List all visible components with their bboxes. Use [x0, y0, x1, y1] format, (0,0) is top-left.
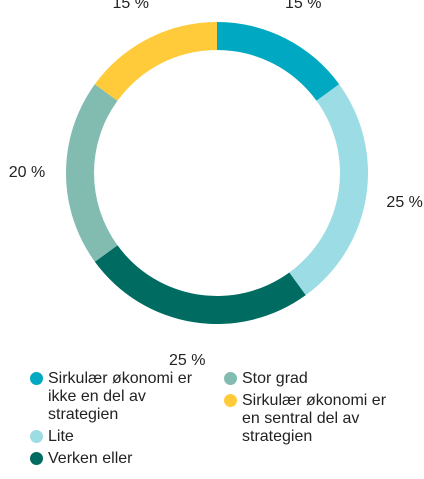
legend-item: Sirkulær økonomi er en sentral del av st…: [224, 392, 404, 446]
donut-segment: [289, 84, 368, 296]
data-label: 25 %: [169, 352, 205, 365]
legend-item: Lite: [30, 428, 210, 446]
legend-swatch: [224, 394, 237, 407]
legend-item: Verken eller: [30, 450, 210, 468]
donut-segment: [94, 245, 306, 324]
legend-label: Sirkulær økonomi er en sentral del av st…: [242, 392, 387, 445]
legend-swatch: [30, 452, 43, 465]
chart: 15 % 25 % 25 % 20 % 15 %: [9, 0, 423, 365]
legend-column: Sirkulær økonomi er ikke en del av strat…: [30, 370, 210, 468]
legend-item: Sirkulær økonomi er ikke en del av strat…: [30, 370, 210, 424]
legend-column: Stor grad Sirkulær økonomi er en sentral …: [224, 370, 404, 468]
legend-item: Stor grad: [224, 370, 404, 388]
legend-swatch: [224, 372, 237, 385]
legend-swatch: [30, 430, 43, 443]
donut-segment: [65, 84, 118, 262]
legend-label: Stor grad: [242, 370, 308, 387]
data-label: 15 %: [113, 0, 149, 12]
data-label: 25 %: [386, 194, 422, 211]
legend-label: Sirkulær økonomi er ikke en del av strat…: [48, 370, 193, 423]
data-label: 15 %: [285, 0, 321, 12]
donut-segment: [217, 22, 340, 101]
legend-label: Lite: [48, 428, 74, 445]
legend: Sirkulær økonomi er ikke en del av strat…: [30, 370, 404, 468]
legend-label: Verken eller: [48, 450, 133, 467]
donut-segment: [94, 22, 217, 101]
legend-swatch: [30, 372, 43, 385]
data-label: 20 %: [9, 164, 45, 181]
